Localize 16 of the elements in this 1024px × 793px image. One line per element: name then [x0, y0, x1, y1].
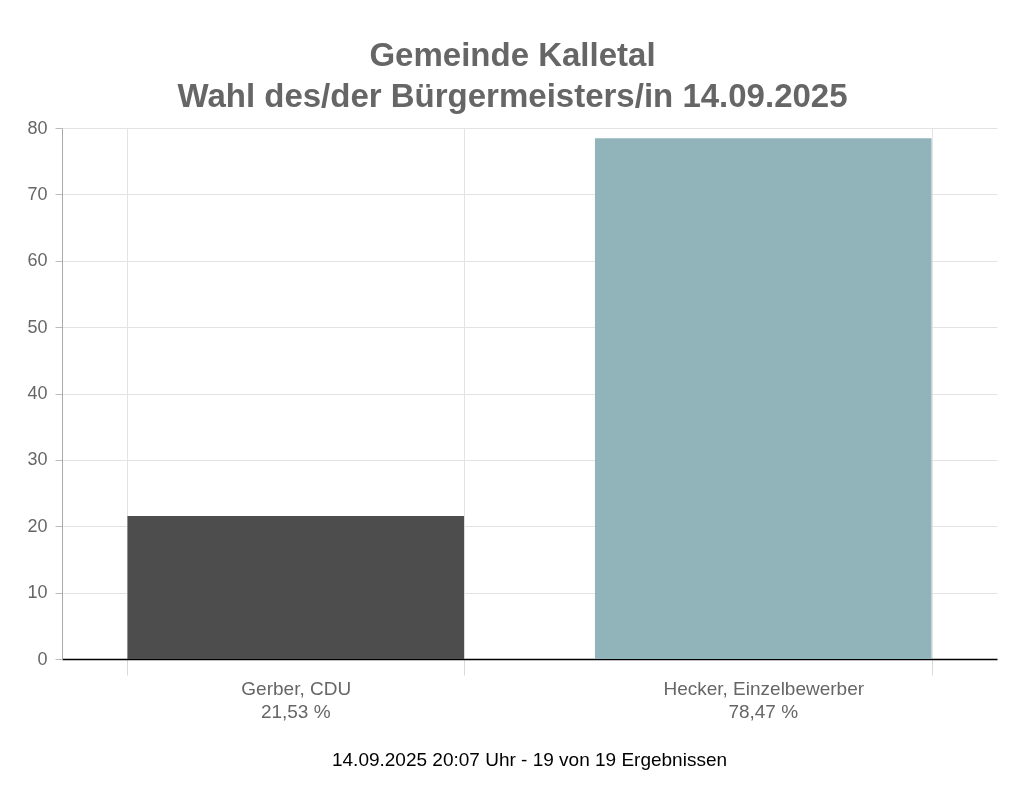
y-tick-label: 60 [27, 250, 48, 271]
x-tick-label: Hecker, Einzelbewerber [663, 677, 865, 699]
y-tick-label: 10 [27, 582, 48, 603]
y-tick-label: 70 [27, 183, 48, 204]
text: 14.09.2025 20:07 Uhr - 19 von 19 Ergebnissen [331, 749, 728, 770]
y-tick-label: 20 [27, 515, 48, 536]
y-tick-label: 30 [27, 449, 48, 470]
y-tick-label: 0 [37, 648, 48, 669]
data-label: 21,53 % [260, 701, 331, 722]
y-tick-label: 40 [27, 383, 48, 403]
chart-subtitle: Wahl des/der Bürgermeisters/in 14.09.2025 [177, 77, 848, 114]
y-tick-label: 50 [27, 316, 48, 337]
data-label: 78,47 % [728, 701, 799, 722]
chart-title: Gemeinde Kalletal [369, 36, 656, 73]
x-tick-label: Gerber, CDU [241, 677, 352, 699]
y-tick-label: 80 [27, 117, 48, 138]
